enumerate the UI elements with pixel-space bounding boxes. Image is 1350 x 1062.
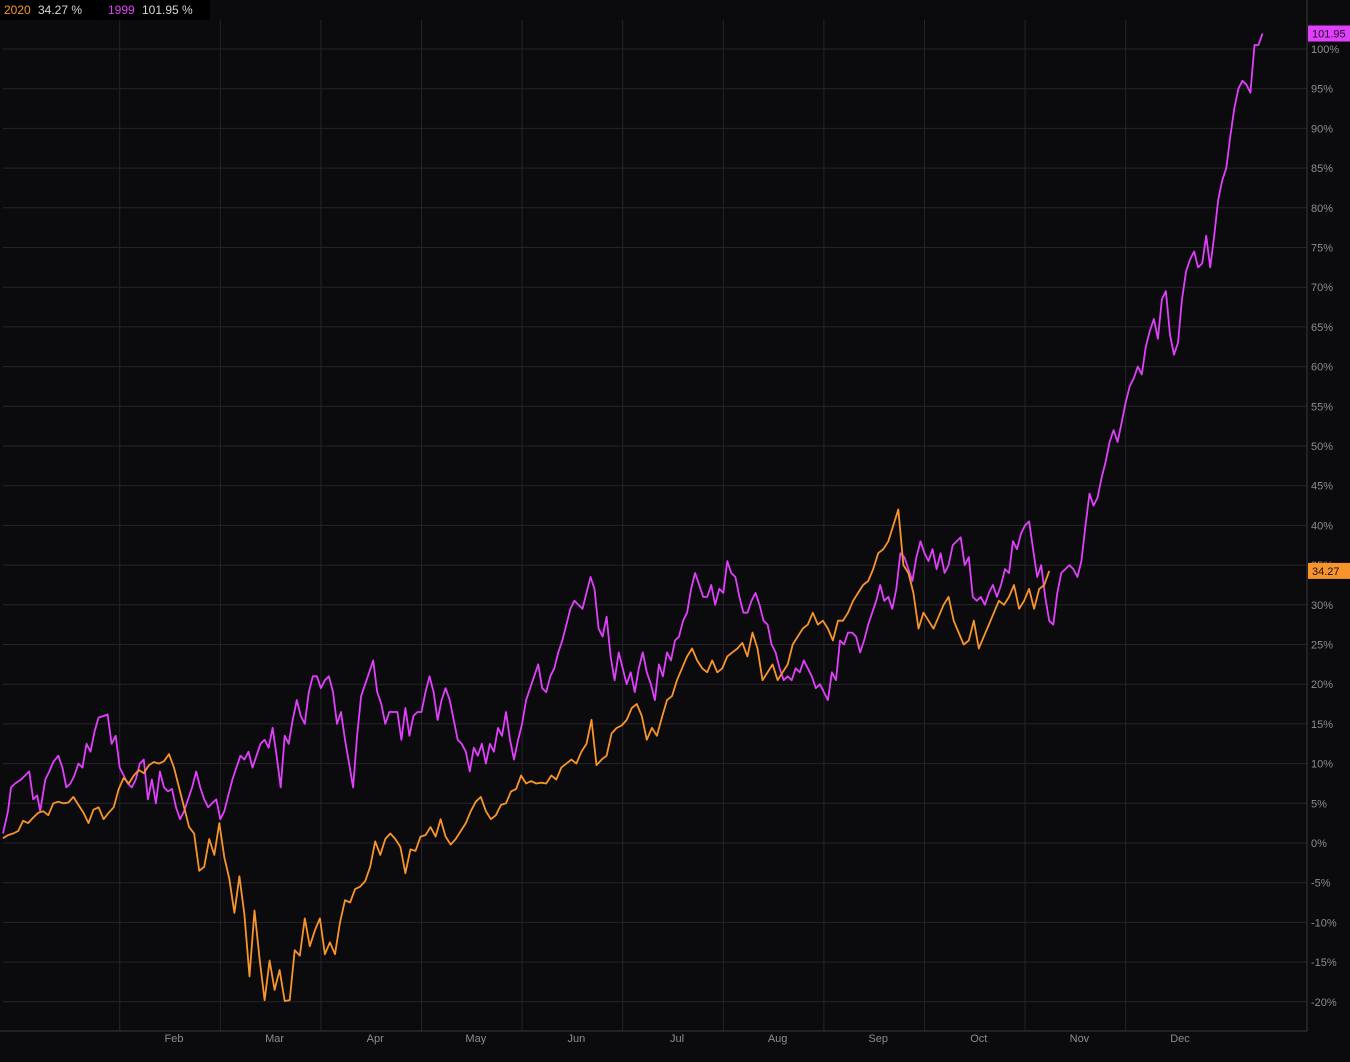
y-tick-label: 55% [1311,401,1333,413]
y-tick-label: -10% [1311,917,1337,929]
legend-series-value: 34.27 % [38,3,82,17]
y-tick-label: 10% [1311,759,1333,771]
grid-lines [3,20,1307,1031]
x-tick-label: Mar [265,1033,284,1045]
legend-series-name: 1999 [108,3,135,17]
y-tick-label: 45% [1311,481,1333,493]
x-tick-label: Jul [670,1033,684,1045]
series-line-1999 [2,33,1264,834]
x-tick-label: Feb [165,1033,184,1045]
y-tick-label: 20% [1311,679,1333,691]
y-tick-label: 25% [1311,640,1333,652]
x-tick-label: Oct [970,1033,987,1045]
x-tick-label: Apr [367,1033,384,1045]
x-tick-label: Dec [1170,1033,1190,1045]
y-tick-label: 95% [1311,84,1333,96]
y-tick-label: 100% [1311,44,1339,56]
y-tick-label: -5% [1311,878,1331,890]
legend: 2020 34.27 % 1999 101.95 % [0,0,210,20]
y-tick-label: 65% [1311,322,1333,334]
y-tick-label: 30% [1311,600,1333,612]
y-axis: 100% 95% 90% 85% 80% 75% 70% 65% 60% 55% 50% 45% 40%… [1306,0,1339,1031]
legend-background [0,0,210,20]
y-tick-label: 60% [1311,362,1333,374]
x-tick-label: Nov [1070,1033,1090,1045]
price-tags: 101.95 34.27 [1308,25,1350,579]
legend-series-name: 2020 [4,3,31,17]
y-tick-label: 85% [1311,163,1333,175]
price-tag-text-1999: 101.95 [1312,29,1346,41]
y-tick-label: -20% [1311,997,1337,1009]
legend-series-value: 101.95 % [142,3,193,17]
y-tick-label: 15% [1311,719,1333,731]
series-lines [2,33,1264,1002]
x-tick-label: Sep [868,1033,888,1045]
price-tag-1999 [1308,25,1350,42]
y-tick-label: 0% [1311,838,1327,850]
y-tick-label: 40% [1311,520,1333,532]
y-tick-label: -15% [1311,957,1337,969]
x-tick-label: Jun [568,1033,586,1045]
y-tick-label: 70% [1311,282,1333,294]
price-tag-text-2020: 34.27 [1312,566,1340,578]
y-tick-label: 5% [1311,798,1327,810]
x-tick-label: Aug [768,1033,788,1045]
y-tick-label: 90% [1311,123,1333,135]
series-line-2020 [2,508,1051,1002]
y-tick-label: 80% [1311,203,1333,215]
x-tick-label: May [465,1033,486,1045]
x-axis: Feb Mar Apr May Jun Jul Aug Sep Oct Nov Dec [0,1030,1307,1045]
y-tick-label: 50% [1311,441,1333,453]
price-tag-2020 [1308,562,1350,579]
y-tick-label: 75% [1311,243,1333,255]
